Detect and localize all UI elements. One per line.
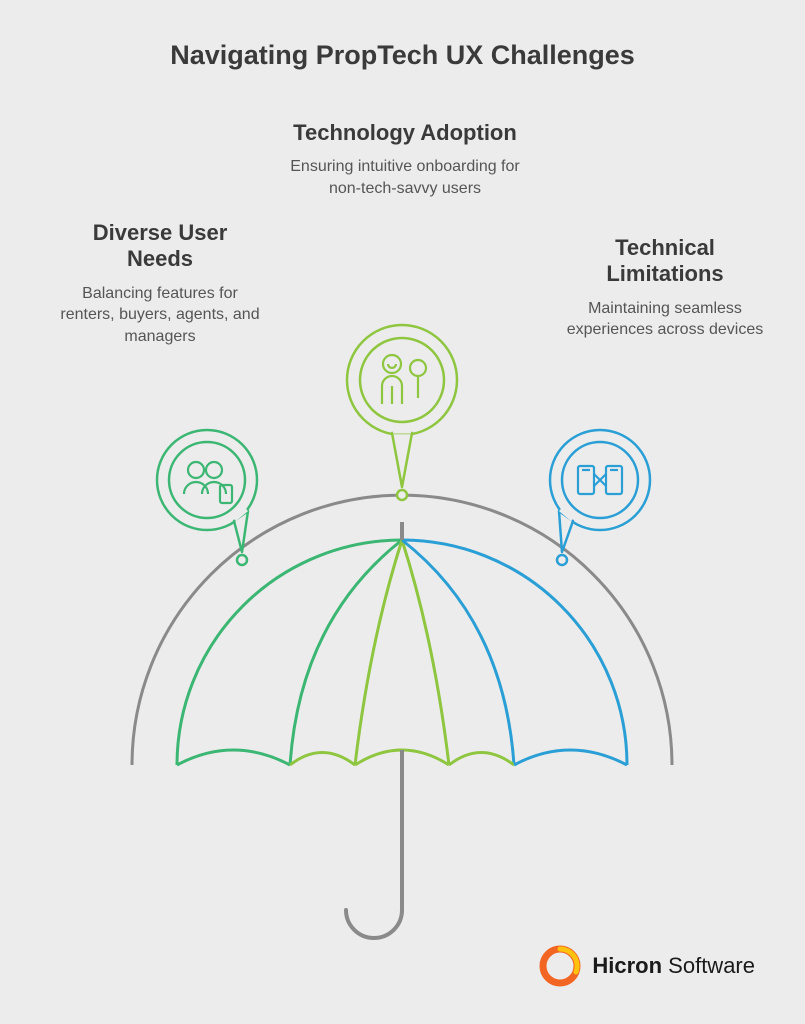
bubble-right [550,430,650,552]
umbrella-scallop-4 [449,753,514,766]
footer-brand-light: Software [662,953,755,978]
dot-left [237,555,247,565]
dot-right [557,555,567,565]
umbrella-scallop-5 [514,750,627,765]
user-balloon-icon [382,355,426,404]
umbrella-handle-hook [346,910,402,938]
umbrella-scallop-2 [290,753,355,766]
footer-brand-text: Hicron Software [592,953,755,979]
umbrella-rib-center-right [402,540,449,765]
dot-center [397,490,407,500]
footer-logo: Hicron Software [538,944,755,988]
users-phone-icon [184,462,232,503]
bubble-left [157,430,257,552]
footer-brand-bold: Hicron [592,953,662,978]
bubble-center [347,325,457,487]
hicron-ring-icon [538,944,582,988]
devices-x-icon [578,466,622,494]
umbrella-rib-left [290,540,402,765]
umbrella-scallop-1 [177,750,290,765]
umbrella-rib-center-left [355,540,402,765]
umbrella-rib-right [402,540,514,765]
umbrella-diagram [0,0,805,1024]
